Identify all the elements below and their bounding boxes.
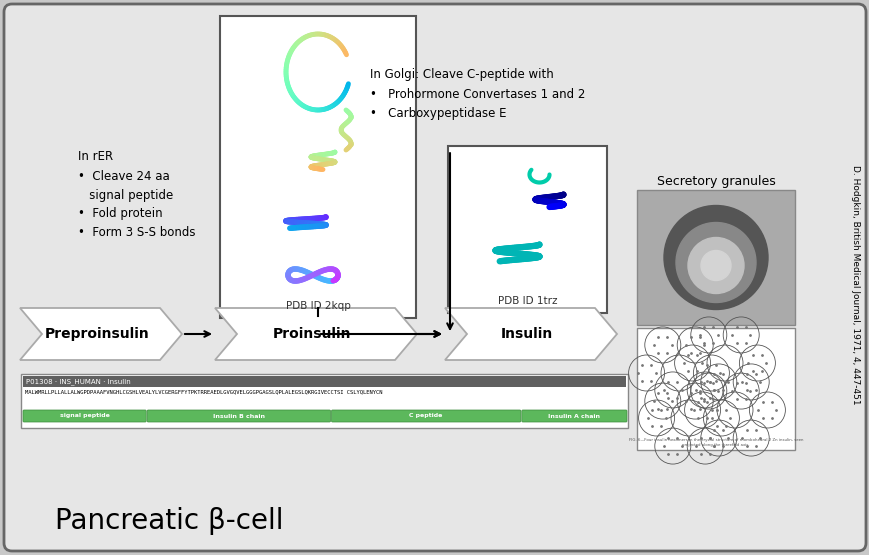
- FancyBboxPatch shape: [147, 410, 330, 422]
- Text: Preproinsulin: Preproinsulin: [45, 327, 149, 341]
- Text: P01308 · INS_HUMAN · Insulin: P01308 · INS_HUMAN · Insulin: [26, 378, 130, 385]
- FancyBboxPatch shape: [636, 328, 794, 450]
- Text: Proinsulin: Proinsulin: [273, 327, 351, 341]
- Text: Insulin A chain: Insulin A chain: [547, 413, 600, 418]
- FancyBboxPatch shape: [4, 4, 865, 551]
- Text: PDB ID 2kqp: PDB ID 2kqp: [285, 301, 350, 311]
- Polygon shape: [444, 308, 616, 360]
- Circle shape: [675, 223, 755, 302]
- Polygon shape: [215, 308, 416, 360]
- Text: C peptide: C peptide: [409, 413, 442, 418]
- Text: MALWMRLLPLLALLALWGPDPAAAFVNGHLCGSHLVEALYLVCGERGFFYTPKTRREAEDLGVGQVELGGGPGAGSLQPL: MALWMRLLPLLALLALWGPDPAAAFVNGHLCGSHLVEALY…: [25, 389, 382, 394]
- Circle shape: [663, 205, 767, 310]
- Polygon shape: [20, 308, 182, 360]
- Circle shape: [700, 250, 730, 280]
- FancyBboxPatch shape: [448, 146, 607, 313]
- FancyBboxPatch shape: [220, 16, 415, 318]
- FancyBboxPatch shape: [23, 376, 626, 387]
- Text: Insulin B chain: Insulin B chain: [213, 413, 264, 418]
- FancyBboxPatch shape: [23, 410, 146, 422]
- Text: signal peptide: signal peptide: [60, 413, 109, 418]
- Text: Insulin: Insulin: [501, 327, 553, 341]
- Text: D. Hodgkin, British Medical Journal, 1971, 4, 447-451: D. Hodgkin, British Medical Journal, 197…: [851, 165, 859, 405]
- FancyBboxPatch shape: [21, 374, 627, 428]
- FancyBboxPatch shape: [331, 410, 521, 422]
- Text: PDB ID 1trz: PDB ID 1trz: [497, 296, 557, 306]
- Text: In rER
•  Cleave 24 aa
   signal peptide
•  Fold protein
•  Form 3 S-S bonds: In rER • Cleave 24 aa signal peptide • F…: [78, 150, 196, 240]
- Text: Pancreatic β-cell: Pancreatic β-cell: [55, 507, 283, 535]
- Text: FIG. 6—Four insulin hexamers in the crystal structure of rhombohedral 2 Zn insul: FIG. 6—Four insulin hexamers in the crys…: [628, 438, 802, 447]
- FancyBboxPatch shape: [636, 190, 794, 325]
- FancyBboxPatch shape: [521, 410, 627, 422]
- Text: Secretory granules: Secretory granules: [656, 175, 774, 188]
- Text: In Golgi: Cleave C-peptide with
•   Prohormone Convertases 1 and 2
•   Carboxype: In Golgi: Cleave C-peptide with • Prohor…: [369, 68, 585, 120]
- Circle shape: [687, 238, 743, 294]
